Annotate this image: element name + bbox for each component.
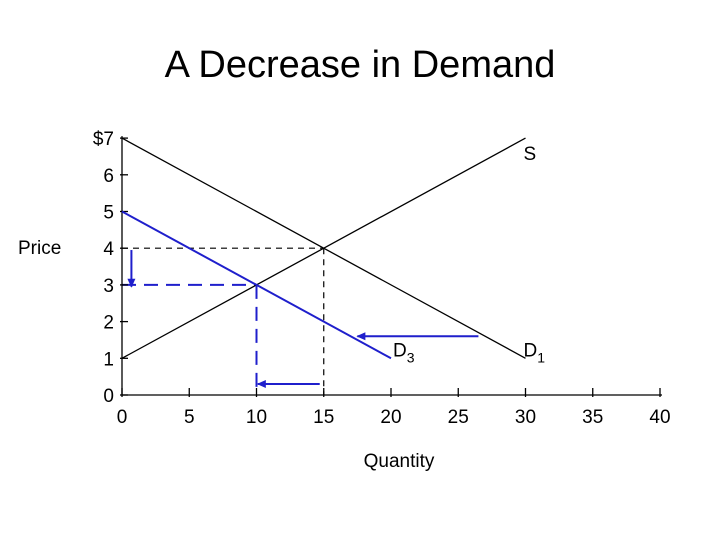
x-tick-label: 35 — [582, 407, 603, 428]
x-tick-label: 20 — [380, 407, 401, 428]
y-tick-label: 5 — [103, 203, 114, 224]
x-tick-label: 25 — [448, 407, 469, 428]
y-tick-label: 1 — [103, 349, 114, 370]
demand-1-line — [121, 137, 526, 359]
x-tick-label: 15 — [313, 407, 334, 428]
y-tick-label: 4 — [103, 239, 114, 260]
supply-label: S — [524, 144, 537, 165]
chart-title: A Decrease in Demand — [164, 44, 556, 86]
x-tick-label: 5 — [184, 407, 195, 428]
x-tick-label: 0 — [117, 407, 128, 428]
x-axis-label: Quantity — [364, 451, 435, 472]
x-tick-label: 10 — [246, 407, 267, 428]
y-axis-label: Price — [18, 238, 61, 259]
y-tick-label: 3 — [103, 276, 114, 297]
demand-1-label-subscript: 1 — [537, 349, 545, 365]
x-tick-label: 30 — [515, 407, 536, 428]
y-tick-label: 0 — [103, 386, 114, 407]
y-tick-label: $7 — [93, 129, 114, 150]
x-tick-label: 40 — [649, 407, 670, 428]
demand-3-line — [121, 210, 392, 360]
demand-3-label-subscript: 3 — [407, 349, 415, 365]
y-tick-label: 2 — [103, 313, 114, 334]
y-tick-label: 6 — [103, 166, 114, 187]
demand-1-label: D1 — [524, 340, 546, 365]
demand-3-label: D3 — [393, 340, 415, 365]
